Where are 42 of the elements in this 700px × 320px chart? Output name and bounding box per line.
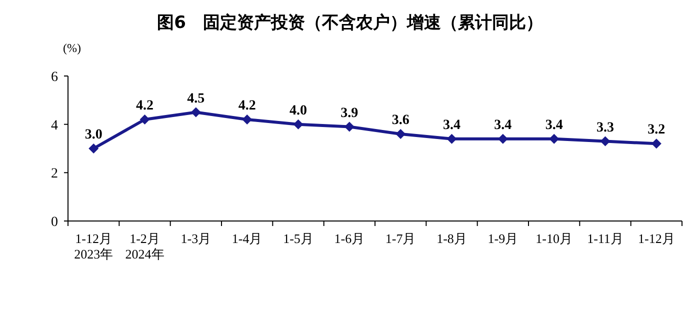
y-tick-label: 6 xyxy=(51,70,58,85)
point xyxy=(293,119,304,130)
data-label: 3.4 xyxy=(545,118,563,133)
x-tick-label: 1-4月 xyxy=(232,231,262,246)
x-tick-label: 1-11月 xyxy=(587,231,624,246)
point xyxy=(446,134,457,144)
data-label: 3.9 xyxy=(340,106,358,121)
data-label: 4.5 xyxy=(187,91,205,106)
point xyxy=(600,136,610,146)
x-tick-label: 1-3月 xyxy=(180,231,212,246)
data-label: 4.2 xyxy=(238,98,256,114)
x-tick-label: 1-10月 xyxy=(536,231,573,246)
x-tick-label: 1-6月 xyxy=(334,231,365,246)
chart-title: 图6 固定资产投资（不含农户）增速（累计同比） xyxy=(157,13,543,33)
x-tick-label: 1-9月 xyxy=(488,231,518,246)
x-tick-label: 1-7月 xyxy=(385,231,416,246)
point xyxy=(242,114,252,124)
point xyxy=(190,107,201,118)
data-label: 3.3 xyxy=(596,120,614,136)
y-axis-title: (%) xyxy=(63,41,81,55)
data-label: 3.4 xyxy=(494,118,512,133)
x-tick-label: 1-2月 2024年 xyxy=(125,231,164,262)
x-tick-label: 1-8月 xyxy=(436,231,467,246)
point xyxy=(498,134,508,144)
data-label: 4.2 xyxy=(136,98,154,114)
point xyxy=(396,129,406,139)
x-tick-label: 1-5月 xyxy=(283,231,314,246)
data-label: 3.4 xyxy=(443,118,460,133)
data-label: 4.0 xyxy=(290,103,307,118)
point xyxy=(651,138,662,149)
point xyxy=(344,122,354,132)
data-label: 3.0 xyxy=(84,128,102,142)
y-tick-label: 2 xyxy=(51,166,58,182)
x-tick-label: 1-12月 2023年 xyxy=(74,231,114,262)
data-label: 3.6 xyxy=(392,113,410,128)
point xyxy=(140,114,150,124)
y-tick-label: 0 xyxy=(51,215,58,230)
point xyxy=(88,144,99,154)
x-tick-label: 1-12月 xyxy=(638,231,675,246)
data-label: 3.2 xyxy=(648,122,666,138)
y-tick-label: 4 xyxy=(51,118,58,134)
point xyxy=(549,134,560,144)
